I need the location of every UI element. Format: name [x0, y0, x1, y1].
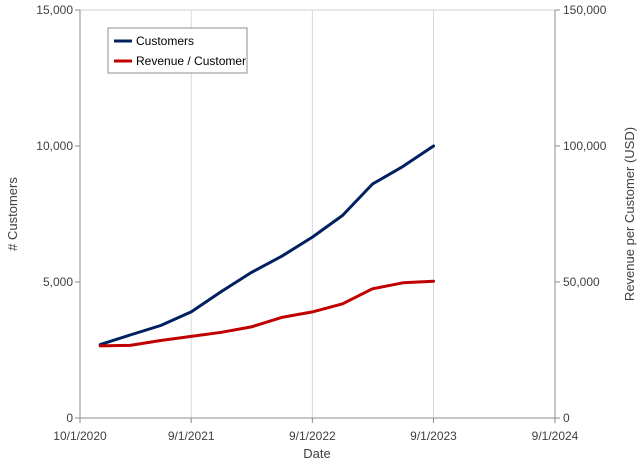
y-tick-label-right: 100,000 [563, 139, 607, 153]
y-tick-label-left: 10,000 [36, 139, 73, 153]
y-tick-label-right: 0 [563, 411, 570, 425]
x-axis-title: Date [303, 446, 330, 461]
legend: Customers Revenue / Customer [107, 27, 248, 74]
vertical-gridlines [190, 10, 435, 418]
y-axis-title-left: # Customers [5, 177, 20, 251]
x-tick-label: 9/1/2024 [532, 429, 579, 443]
x-tick-label: 9/1/2023 [410, 429, 457, 443]
legend-box [107, 27, 248, 74]
x-tick-label: 9/1/2021 [168, 429, 215, 443]
y-tick-label-right: 50,000 [563, 275, 600, 289]
y-tick-label-left: 5,000 [43, 275, 73, 289]
y-tick-label-left: 15,000 [36, 3, 73, 17]
legend-label-revenue: Revenue / Customer [136, 54, 246, 68]
y-axis-title-right: Revenue per Customer (USD) [622, 127, 637, 301]
series-line-customers [98, 144, 435, 347]
x-tick-label: 9/1/2022 [289, 429, 336, 443]
series-line-revenue-per-customer [98, 279, 435, 348]
series-layer [98, 144, 435, 348]
x-tick-label: 10/1/2020 [53, 429, 107, 443]
legend-label-customers: Customers [136, 34, 194, 48]
y-tick-label-left: 0 [66, 411, 73, 425]
axis-ticks: 10/1/2020 9/1/2021 9/1/2022 9/1/2023 9/1/202… [36, 3, 606, 443]
y-tick-label-right: 150,000 [563, 3, 607, 17]
